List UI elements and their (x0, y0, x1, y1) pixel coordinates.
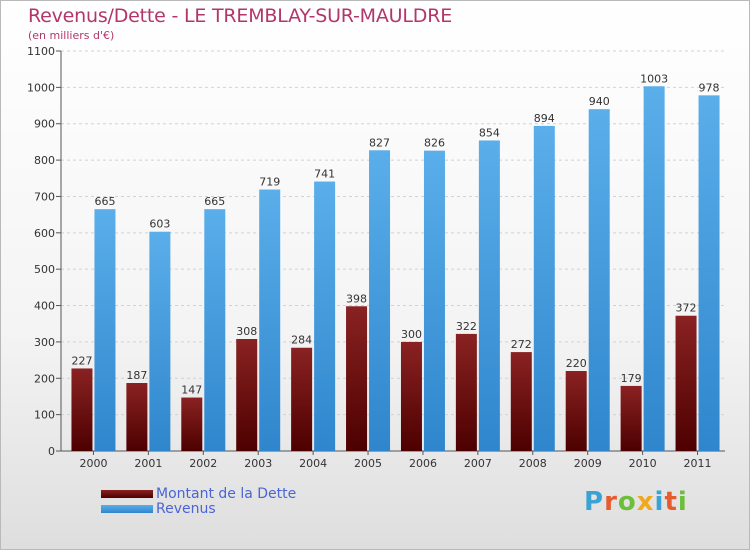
bar-revenue (94, 209, 116, 451)
x-tick-label: 2003 (244, 457, 272, 470)
bar-debt-value-label: 300 (401, 328, 422, 341)
bar-revenue-value-label: 665 (94, 195, 115, 208)
bar-debt-value-label: 284 (291, 334, 312, 347)
bar-revenue (533, 125, 555, 451)
bar-debt-value-label: 220 (566, 357, 587, 370)
y-tick-label: 1000 (27, 81, 55, 94)
logo-letter: t (664, 487, 678, 517)
y-axis-ticks: 0 100 200 300 400 500 600 700 800 900 1000 1100 (27, 45, 725, 458)
x-tick-label: 2005 (354, 457, 382, 470)
logo-letter: i (677, 487, 688, 517)
chart-title: Revenus/Dette - LE TREMBLAY-SUR-MAULDRE (28, 5, 452, 27)
bar-debt-value-label: 322 (456, 320, 477, 333)
logo-letter: x (636, 487, 655, 517)
x-tick-label: 2004 (299, 457, 327, 470)
y-tick-label: 200 (34, 372, 55, 385)
x-axis-ticks: 2000 2001 2002 2003 2004 2005 2006 2007 2008 2009… (79, 451, 712, 470)
grid-lines (61, 50, 725, 452)
y-tick-label: 700 (34, 190, 55, 203)
bar-revenue (314, 181, 336, 451)
bar-debt (400, 341, 422, 451)
y-tick-label: 800 (34, 154, 55, 167)
bar-revenue (204, 209, 226, 451)
y-tick-label: 300 (34, 336, 55, 349)
legend-swatch-debt (101, 490, 153, 498)
data-labels: 227 665 187 603 147 665 308 719 284 741 398 827 300 8… (71, 72, 719, 396)
bar-revenue-value-label: 603 (149, 218, 170, 231)
x-tick-label: 2009 (574, 457, 602, 470)
bar-revenue-value-label: 854 (479, 126, 500, 139)
bar-revenue (149, 231, 171, 451)
bar-debt (71, 368, 93, 451)
x-tick-label: 2008 (519, 457, 547, 470)
bar-debt (346, 306, 368, 451)
x-tick-label: 2010 (629, 457, 657, 470)
bar-revenue (478, 140, 500, 452)
legend-label-revenue: Revenus (156, 501, 216, 517)
bar-debt-value-label: 398 (346, 292, 367, 305)
bar-revenue (588, 109, 610, 451)
bar-revenue (369, 150, 391, 452)
logo-letter: r (604, 487, 618, 517)
bar-debt-value-label: 187 (126, 369, 147, 382)
y-tick-label: 1100 (27, 45, 55, 58)
proxiti-logo: Proxiti (584, 487, 688, 517)
bar-debt (455, 333, 477, 451)
legend-swatch-revenue (101, 505, 153, 513)
bar-debt (620, 385, 642, 451)
y-tick-label: 0 (48, 445, 55, 458)
logo-letter: o (617, 487, 637, 517)
x-tick-label: 2002 (189, 457, 217, 470)
bar-revenue-value-label: 894 (534, 112, 555, 125)
logo-letter: i (654, 487, 665, 517)
bar-debt (565, 371, 587, 451)
bar-debt-value-label: 372 (676, 302, 697, 315)
bar-debt (236, 339, 258, 451)
x-tick-label: 2011 (684, 457, 712, 470)
y-tick-label: 900 (34, 118, 55, 131)
legend-label-debt: Montant de la Dette (156, 486, 297, 502)
x-tick-label: 2001 (134, 457, 162, 470)
bar-debt (291, 347, 313, 451)
x-tick-label: 2006 (409, 457, 437, 470)
y-tick-label: 100 (34, 409, 55, 422)
bar-revenue (259, 189, 281, 451)
bar-debt-value-label: 308 (236, 325, 257, 338)
bar-revenue (643, 86, 665, 451)
bar-debt (510, 352, 532, 451)
bar-debt (181, 397, 203, 451)
bar-revenue-value-label: 665 (204, 195, 225, 208)
bar-debt-value-label: 147 (181, 384, 202, 397)
bar-revenue-value-label: 741 (314, 168, 335, 181)
y-tick-label: 400 (34, 300, 55, 313)
bar-debt (126, 383, 148, 451)
bar-debt (675, 315, 697, 451)
bar-debt-value-label: 227 (71, 354, 92, 367)
y-tick-label: 500 (34, 263, 55, 276)
bar-debt-value-label: 179 (621, 372, 642, 385)
chart-subtitle: (en milliers d'€) (28, 29, 115, 42)
bar-revenue-value-label: 1003 (640, 72, 668, 85)
bar-revenue (698, 95, 720, 451)
bar-revenue-value-label: 978 (699, 81, 720, 94)
bar-revenue-value-label: 940 (589, 95, 610, 108)
bar-revenue-value-label: 826 (424, 137, 445, 150)
bar-revenue-value-label: 827 (369, 136, 390, 149)
bars (71, 86, 720, 452)
logo-letter: P (584, 487, 605, 517)
y-tick-label: 600 (34, 227, 55, 240)
bar-revenue (423, 150, 445, 452)
x-tick-label: 2000 (79, 457, 107, 470)
x-tick-label: 2007 (464, 457, 492, 470)
bar-revenue-value-label: 719 (259, 176, 280, 189)
bar-debt-value-label: 272 (511, 338, 532, 351)
